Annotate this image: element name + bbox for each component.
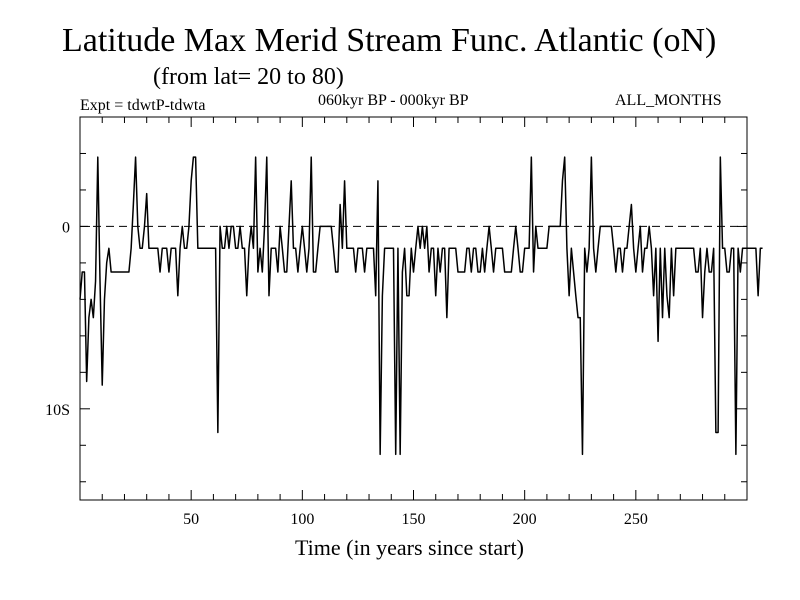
plot-frame	[79, 116, 748, 501]
x-tick-label: 250	[624, 511, 648, 528]
x-tick-label: 200	[513, 511, 537, 528]
x-axis-ticks: 50 100 150 200 250	[101, 117, 726, 528]
y-tick-label: 0	[62, 219, 70, 236]
x-tick-label: 100	[290, 511, 314, 528]
series-line	[79, 156, 763, 456]
chart-title: Latitude Max Merid Stream Func. Atlantic…	[62, 22, 717, 59]
x-tick-label: 150	[402, 511, 426, 528]
chart-subtitle: (from lat= 20 to 80)	[153, 64, 344, 90]
months-label: ALL_MONTHS	[615, 92, 722, 109]
x-tick-label: 50	[183, 511, 199, 528]
x-axis-label: Time (in years since start)	[295, 535, 524, 560]
experiment-label: Expt = tdwtP-tdwta	[80, 97, 206, 114]
y-tick-label: 10S	[45, 402, 70, 419]
period-label: 060kyr BP - 000kyr BP	[318, 92, 469, 109]
